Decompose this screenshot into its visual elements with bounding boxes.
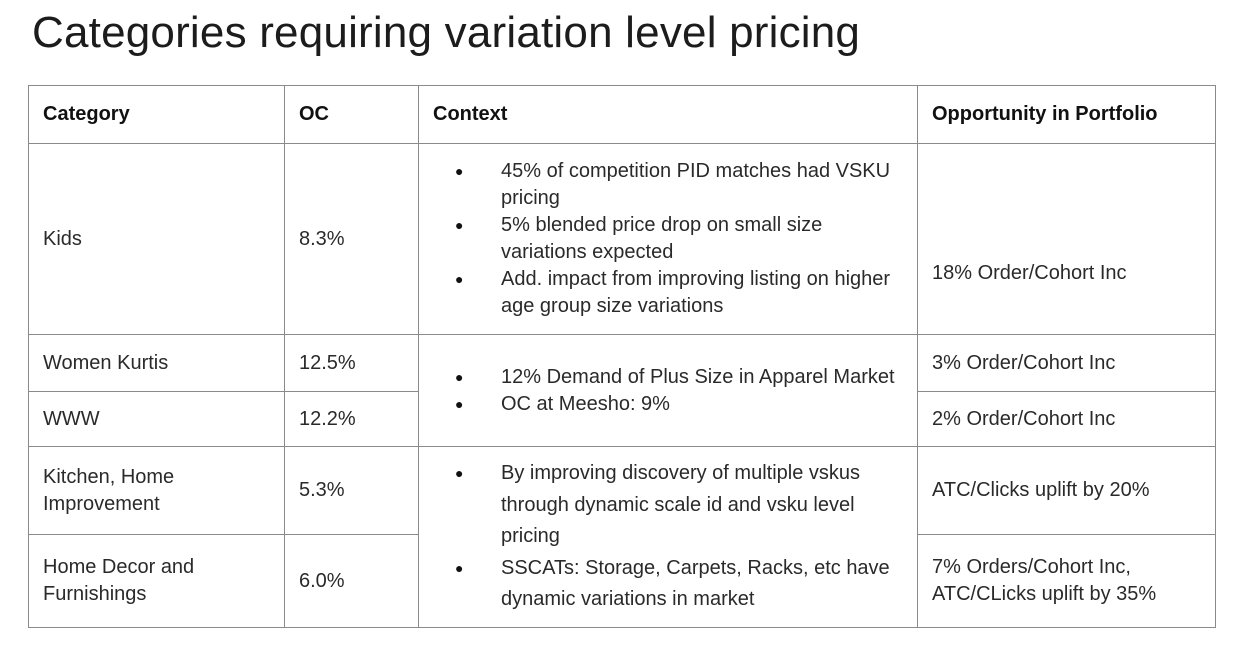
- opportunity-line: 7% Orders/Cohort Inc,: [932, 556, 1131, 578]
- context-list: 12% Demand of Plus Size in Apparel Marke…: [433, 364, 903, 418]
- header-row: Category OC Context Opportunity in Portf…: [28, 85, 1216, 144]
- table-row: WWW 12.2% 2% Order/Cohort Inc: [28, 391, 1216, 447]
- context-list: 45% of competition PID matches had VSKU …: [433, 158, 903, 320]
- category-cell: WWW: [28, 391, 285, 447]
- context-bullet: 12% Demand of Plus Size in Apparel Marke…: [433, 364, 903, 391]
- context-bullet: 45% of competition PID matches had VSKU …: [433, 158, 903, 212]
- category-cell: Kitchen, Home Improvement: [28, 446, 285, 535]
- opportunity-cell: ATC/Clicks uplift by 20%: [917, 446, 1216, 535]
- opportunity-cell: 2% Order/Cohort Inc: [917, 391, 1216, 447]
- category-cell: Home Decor and Furnishings: [28, 534, 285, 628]
- oc-cell: 12.2%: [284, 391, 419, 447]
- opportunity-cell: 18% Order/Cohort Inc: [917, 143, 1216, 335]
- category-cell: Kids: [28, 143, 285, 335]
- oc-cell: 8.3%: [284, 143, 419, 335]
- header-context: Context: [418, 85, 918, 144]
- header-category: Category: [28, 85, 285, 144]
- context-bullet: SSCATs: Storage, Carpets, Racks, etc hav…: [433, 553, 903, 616]
- context-cell: 45% of competition PID matches had VSKU …: [418, 143, 918, 335]
- opportunity-cell: 7% Orders/Cohort Inc, ATC/CLicks uplift …: [917, 534, 1216, 628]
- opportunity-line: ATC/CLicks uplift by 35%: [932, 583, 1157, 605]
- pricing-table: Category OC Context Opportunity in Portf…: [28, 85, 1216, 628]
- oc-cell: 12.5%: [284, 334, 419, 392]
- context-cell: 12% Demand of Plus Size in Apparel Marke…: [418, 334, 918, 447]
- oc-cell: 6.0%: [284, 534, 419, 628]
- context-bullet: OC at Meesho: 9%: [433, 391, 903, 418]
- context-bullet: Add. impact from improving listing on hi…: [433, 266, 903, 320]
- header-opportunity: Opportunity in Portfolio: [917, 85, 1216, 144]
- category-cell: Women Kurtis: [28, 334, 285, 392]
- opportunity-cell: 3% Order/Cohort Inc: [917, 334, 1216, 392]
- table-row: Kitchen, Home Improvement 5.3% By improv…: [28, 446, 1216, 628]
- context-bullet: By improving discovery of multiple vskus…: [433, 458, 903, 553]
- table-row: Kids 8.3% 45% of competition PID matches…: [28, 143, 1216, 335]
- page-title: Categories requiring variation level pri…: [32, 8, 861, 57]
- oc-cell: 5.3%: [284, 446, 419, 535]
- context-list: By improving discovery of multiple vskus…: [433, 458, 903, 616]
- context-bullet: 5% blended price drop on small size vari…: [433, 212, 903, 266]
- header-oc: OC: [284, 85, 419, 144]
- context-cell: By improving discovery of multiple vskus…: [418, 446, 918, 628]
- table-row: Home Decor and Furnishings 6.0% 7% Order…: [28, 534, 1216, 628]
- table-row: Women Kurtis 12.5% 12% Demand of Plus Si…: [28, 334, 1216, 447]
